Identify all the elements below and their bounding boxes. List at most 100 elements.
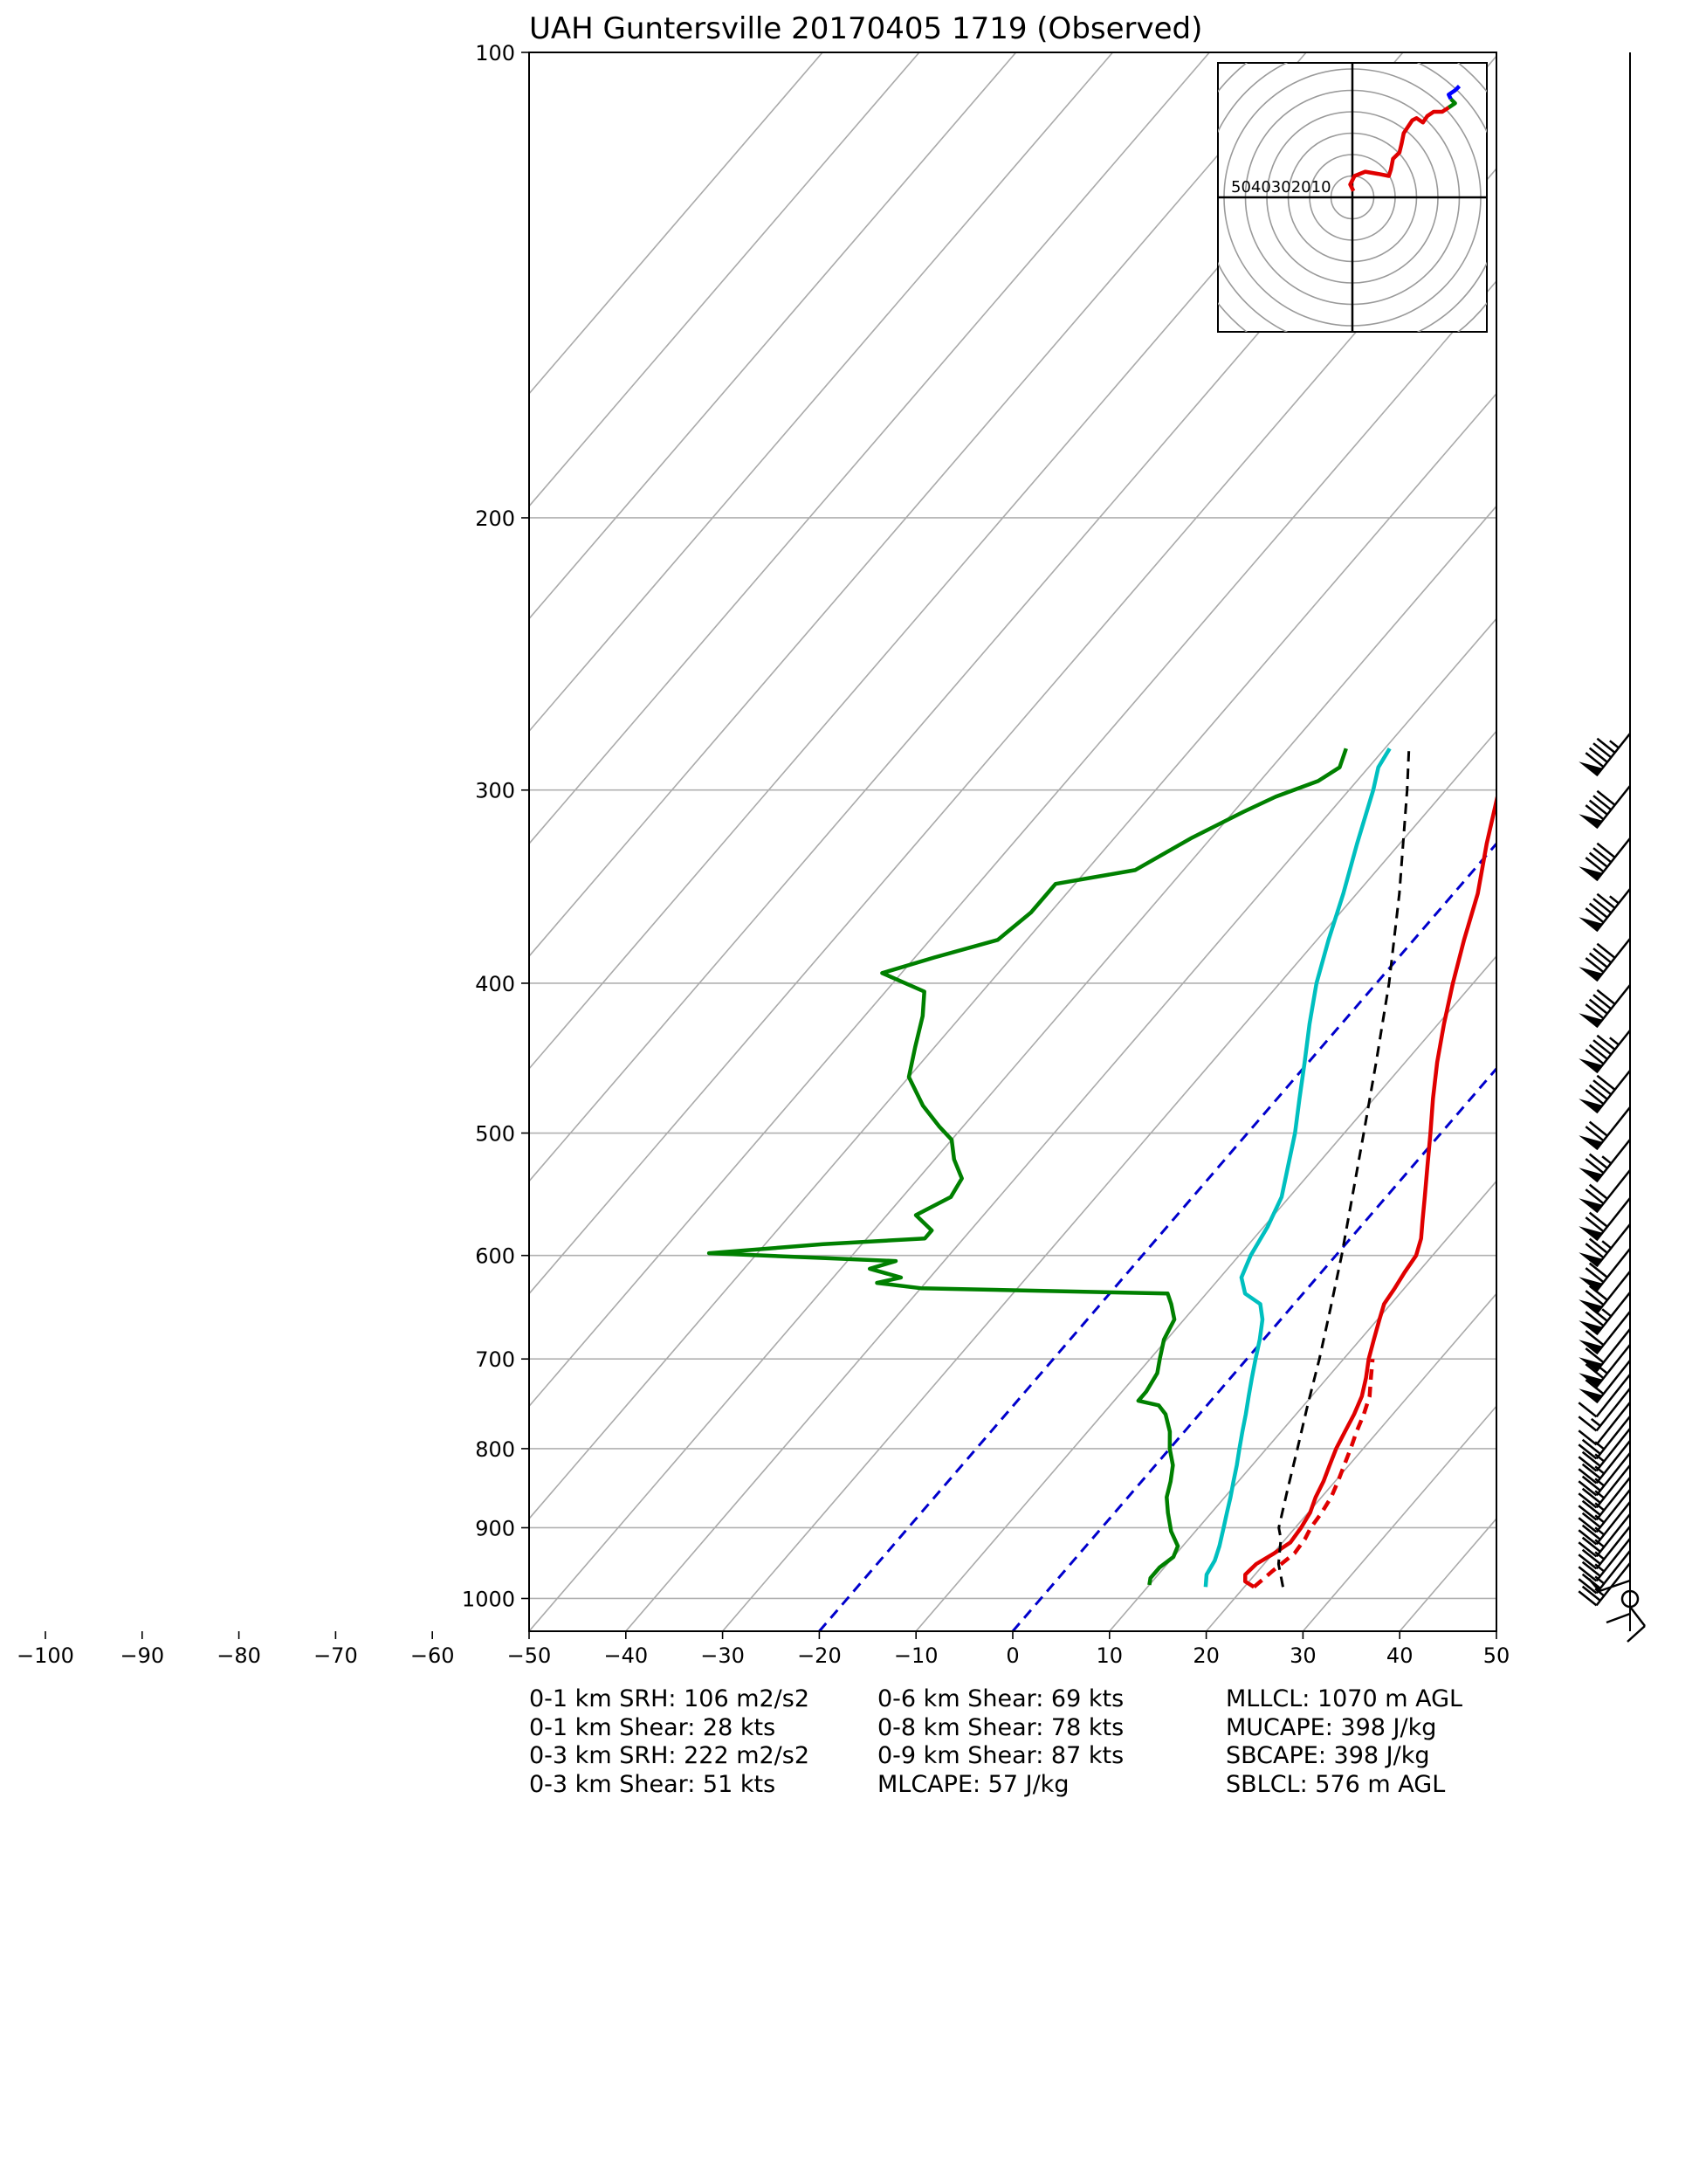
hodograph-segment-2 <box>1447 85 1462 100</box>
y-tick-label: 200 <box>475 506 515 531</box>
barb-half-flag <box>1594 1502 1606 1512</box>
barb-flag <box>1585 1126 1605 1142</box>
barb-pennant <box>1579 1357 1603 1372</box>
series-line-2 <box>706 748 1348 1586</box>
x-tick-label: 10 <box>1097 1643 1124 1668</box>
barb-flag <box>1585 804 1605 821</box>
wind-barb <box>1578 1489 1631 1533</box>
x-axis: −100 −90 −80 −70 −60 −50 −40 −30 −20 −10 0 10 20 30 40… <box>17 1631 1510 1668</box>
barb-shaft <box>1595 1416 1631 1460</box>
barb-shaft <box>1595 1374 1631 1418</box>
stat-item: 0-6 km Shear: 69 kts <box>877 1685 1125 1712</box>
barb-flag <box>1578 1480 1598 1497</box>
barb-flag <box>1592 947 1613 964</box>
barb-shaft <box>1595 1311 1631 1355</box>
barb-shaft <box>1595 888 1631 933</box>
x-tick-label: −30 <box>700 1643 745 1668</box>
isotherm-line <box>529 52 1307 958</box>
barb-shaft <box>1595 1344 1631 1388</box>
barb-half-flag <box>1609 1037 1620 1046</box>
y-tick-label: 1000 <box>462 1587 515 1611</box>
chart-title: UAH Guntersville 20170405 1719 (Observed… <box>529 11 1202 46</box>
barb-shaft <box>1595 1169 1631 1214</box>
barb-flag <box>1578 1416 1598 1432</box>
isotherm-line <box>529 52 1114 733</box>
wind-barb <box>1579 984 1631 1029</box>
barb-half-flag <box>1594 1588 1606 1597</box>
barb-flag <box>1585 1216 1605 1233</box>
barb-flag <box>1596 842 1616 858</box>
isotherm-line <box>529 52 1210 845</box>
x-tick-label: 50 <box>1483 1643 1510 1668</box>
barb-flag <box>1578 1578 1598 1595</box>
barb-flag <box>1588 1285 1608 1301</box>
barb-flag <box>1588 1084 1608 1100</box>
wind-barb <box>1578 1538 1631 1582</box>
barb-flag <box>1596 789 1616 806</box>
barb-half-flag <box>1590 1417 1601 1427</box>
x-tick-label: −90 <box>120 1643 164 1668</box>
barb-flag <box>1585 957 1605 974</box>
barb-flag <box>1588 1120 1608 1137</box>
barb-flag <box>1585 1267 1605 1284</box>
x-tick-label: −50 <box>507 1643 552 1668</box>
stat-item: MLCAPE: 57 J/kg <box>877 1770 1070 1798</box>
isotherm-line <box>721 730 1496 1631</box>
isotherm-line <box>529 279 1496 1408</box>
isotherm-line <box>1205 1292 1496 1631</box>
barb-flag <box>1585 1363 1605 1380</box>
barb-flag <box>1585 1379 1605 1395</box>
stat-item: SBCAPE: 398 J/kg <box>1226 1742 1430 1769</box>
barb-flag <box>1588 952 1608 968</box>
barb-flag <box>1588 1044 1608 1060</box>
y-axis: 100 200 300 400 500 600 700 800 900 1000 <box>462 41 529 1611</box>
barb-flag <box>1578 1505 1598 1521</box>
barb-shaft <box>1595 1562 1631 1607</box>
isotherm-line <box>915 954 1496 1631</box>
barb-half-flag <box>1601 1155 1613 1165</box>
wind-barb <box>1579 1106 1631 1151</box>
barb-half-flag <box>1594 1539 1606 1548</box>
wind-barb <box>1578 1526 1631 1570</box>
barb-flag <box>1588 1306 1608 1322</box>
chart-series-group <box>706 748 1496 1589</box>
isotherm-line <box>529 52 823 396</box>
x-tick-label: −70 <box>313 1643 358 1668</box>
barb-shaft <box>1595 938 1631 982</box>
barb-pennant <box>1579 866 1603 881</box>
wind-barb <box>1579 1197 1631 1242</box>
barb-pennant <box>1579 1277 1603 1292</box>
barb-flag <box>1581 1512 1601 1528</box>
barb-flag <box>1588 998 1608 1015</box>
barb-half-flag <box>1594 1526 1606 1536</box>
wind-barb <box>1579 1139 1631 1183</box>
wind-barb <box>1579 1248 1631 1292</box>
barb-flag <box>1585 1347 1605 1364</box>
barb-pennant <box>1579 1320 1603 1335</box>
barb-flag <box>1581 1548 1601 1565</box>
x-tick-label: −80 <box>217 1643 261 1668</box>
stats-column-deep-shear: 0-6 km Shear: 69 kts 0-8 km Shear: 78 kt… <box>877 1685 1124 1799</box>
barb-flag <box>1585 1089 1605 1106</box>
barb-half-flag <box>1601 1240 1613 1250</box>
barb-flag <box>1578 1590 1598 1607</box>
barb-shaft <box>1595 1223 1631 1268</box>
barb-shaft <box>1595 1550 1631 1595</box>
barb-half-flag <box>1609 895 1620 905</box>
wind-barb <box>1578 1477 1631 1521</box>
x-tick-label: 0 <box>1006 1643 1019 1668</box>
barb-shaft <box>1595 1271 1631 1315</box>
barb-flag <box>1585 1330 1605 1347</box>
wind-barb <box>1579 1360 1631 1404</box>
barb-flag <box>1581 1536 1601 1553</box>
hodograph-inset: 5040302010 <box>1217 62 1488 333</box>
barb-flag <box>1588 1237 1608 1254</box>
barb-flag <box>1585 1158 1605 1175</box>
barb-shaft <box>1595 1030 1631 1074</box>
wind-barb <box>1578 1513 1631 1558</box>
barb-flag <box>1581 1560 1601 1577</box>
wind-barb <box>1579 1070 1631 1114</box>
barb-half-flag <box>1594 1478 1606 1487</box>
barb-half-flag <box>1594 1465 1606 1475</box>
wind-barb <box>1578 1562 1631 1607</box>
